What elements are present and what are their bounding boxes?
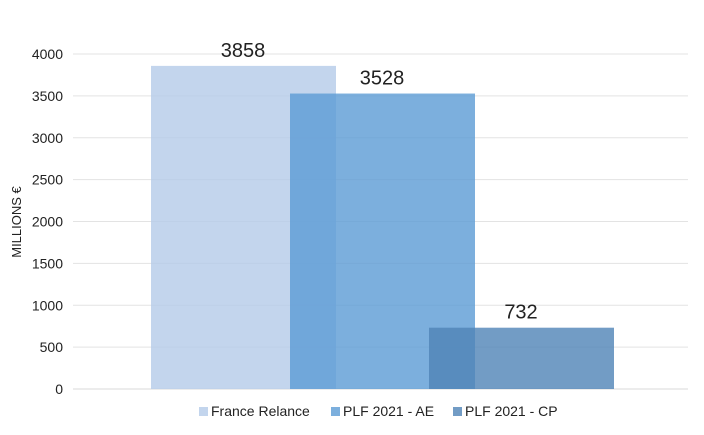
bar — [429, 327, 614, 389]
y-tick-label: 1000 — [32, 297, 63, 313]
data-labels: 3858 3528 732 — [221, 40, 538, 324]
y-tick-label: 500 — [40, 339, 64, 355]
y-tick-label: 4000 — [32, 46, 63, 62]
legend: France Relance PLF 2021 - AE PLF 2021 - CP — [199, 403, 558, 419]
data-label: 3528 — [360, 68, 405, 90]
data-label: 3858 — [221, 40, 266, 62]
y-tick-label: 2500 — [32, 172, 63, 188]
legend-swatch — [331, 407, 340, 416]
y-axis-label: MILLIONS € — [9, 185, 24, 257]
legend-label: PLF 2021 - AE — [343, 403, 434, 419]
y-tick-label: 1500 — [32, 255, 63, 271]
bars — [151, 65, 614, 389]
y-tick-label: 2000 — [32, 214, 63, 230]
legend-swatch — [453, 407, 462, 416]
y-tick-label: 0 — [55, 381, 63, 397]
legend-label: PLF 2021 - CP — [465, 403, 558, 419]
data-label: 732 — [504, 302, 537, 324]
y-tick-label: 3500 — [32, 88, 63, 104]
y-tick-label: 3000 — [32, 130, 63, 146]
y-axis-ticks: 0 500 1000 1500 2000 2500 3000 3500 4000 — [32, 46, 63, 397]
legend-swatch — [199, 407, 208, 416]
legend-label: France Relance — [211, 403, 310, 419]
